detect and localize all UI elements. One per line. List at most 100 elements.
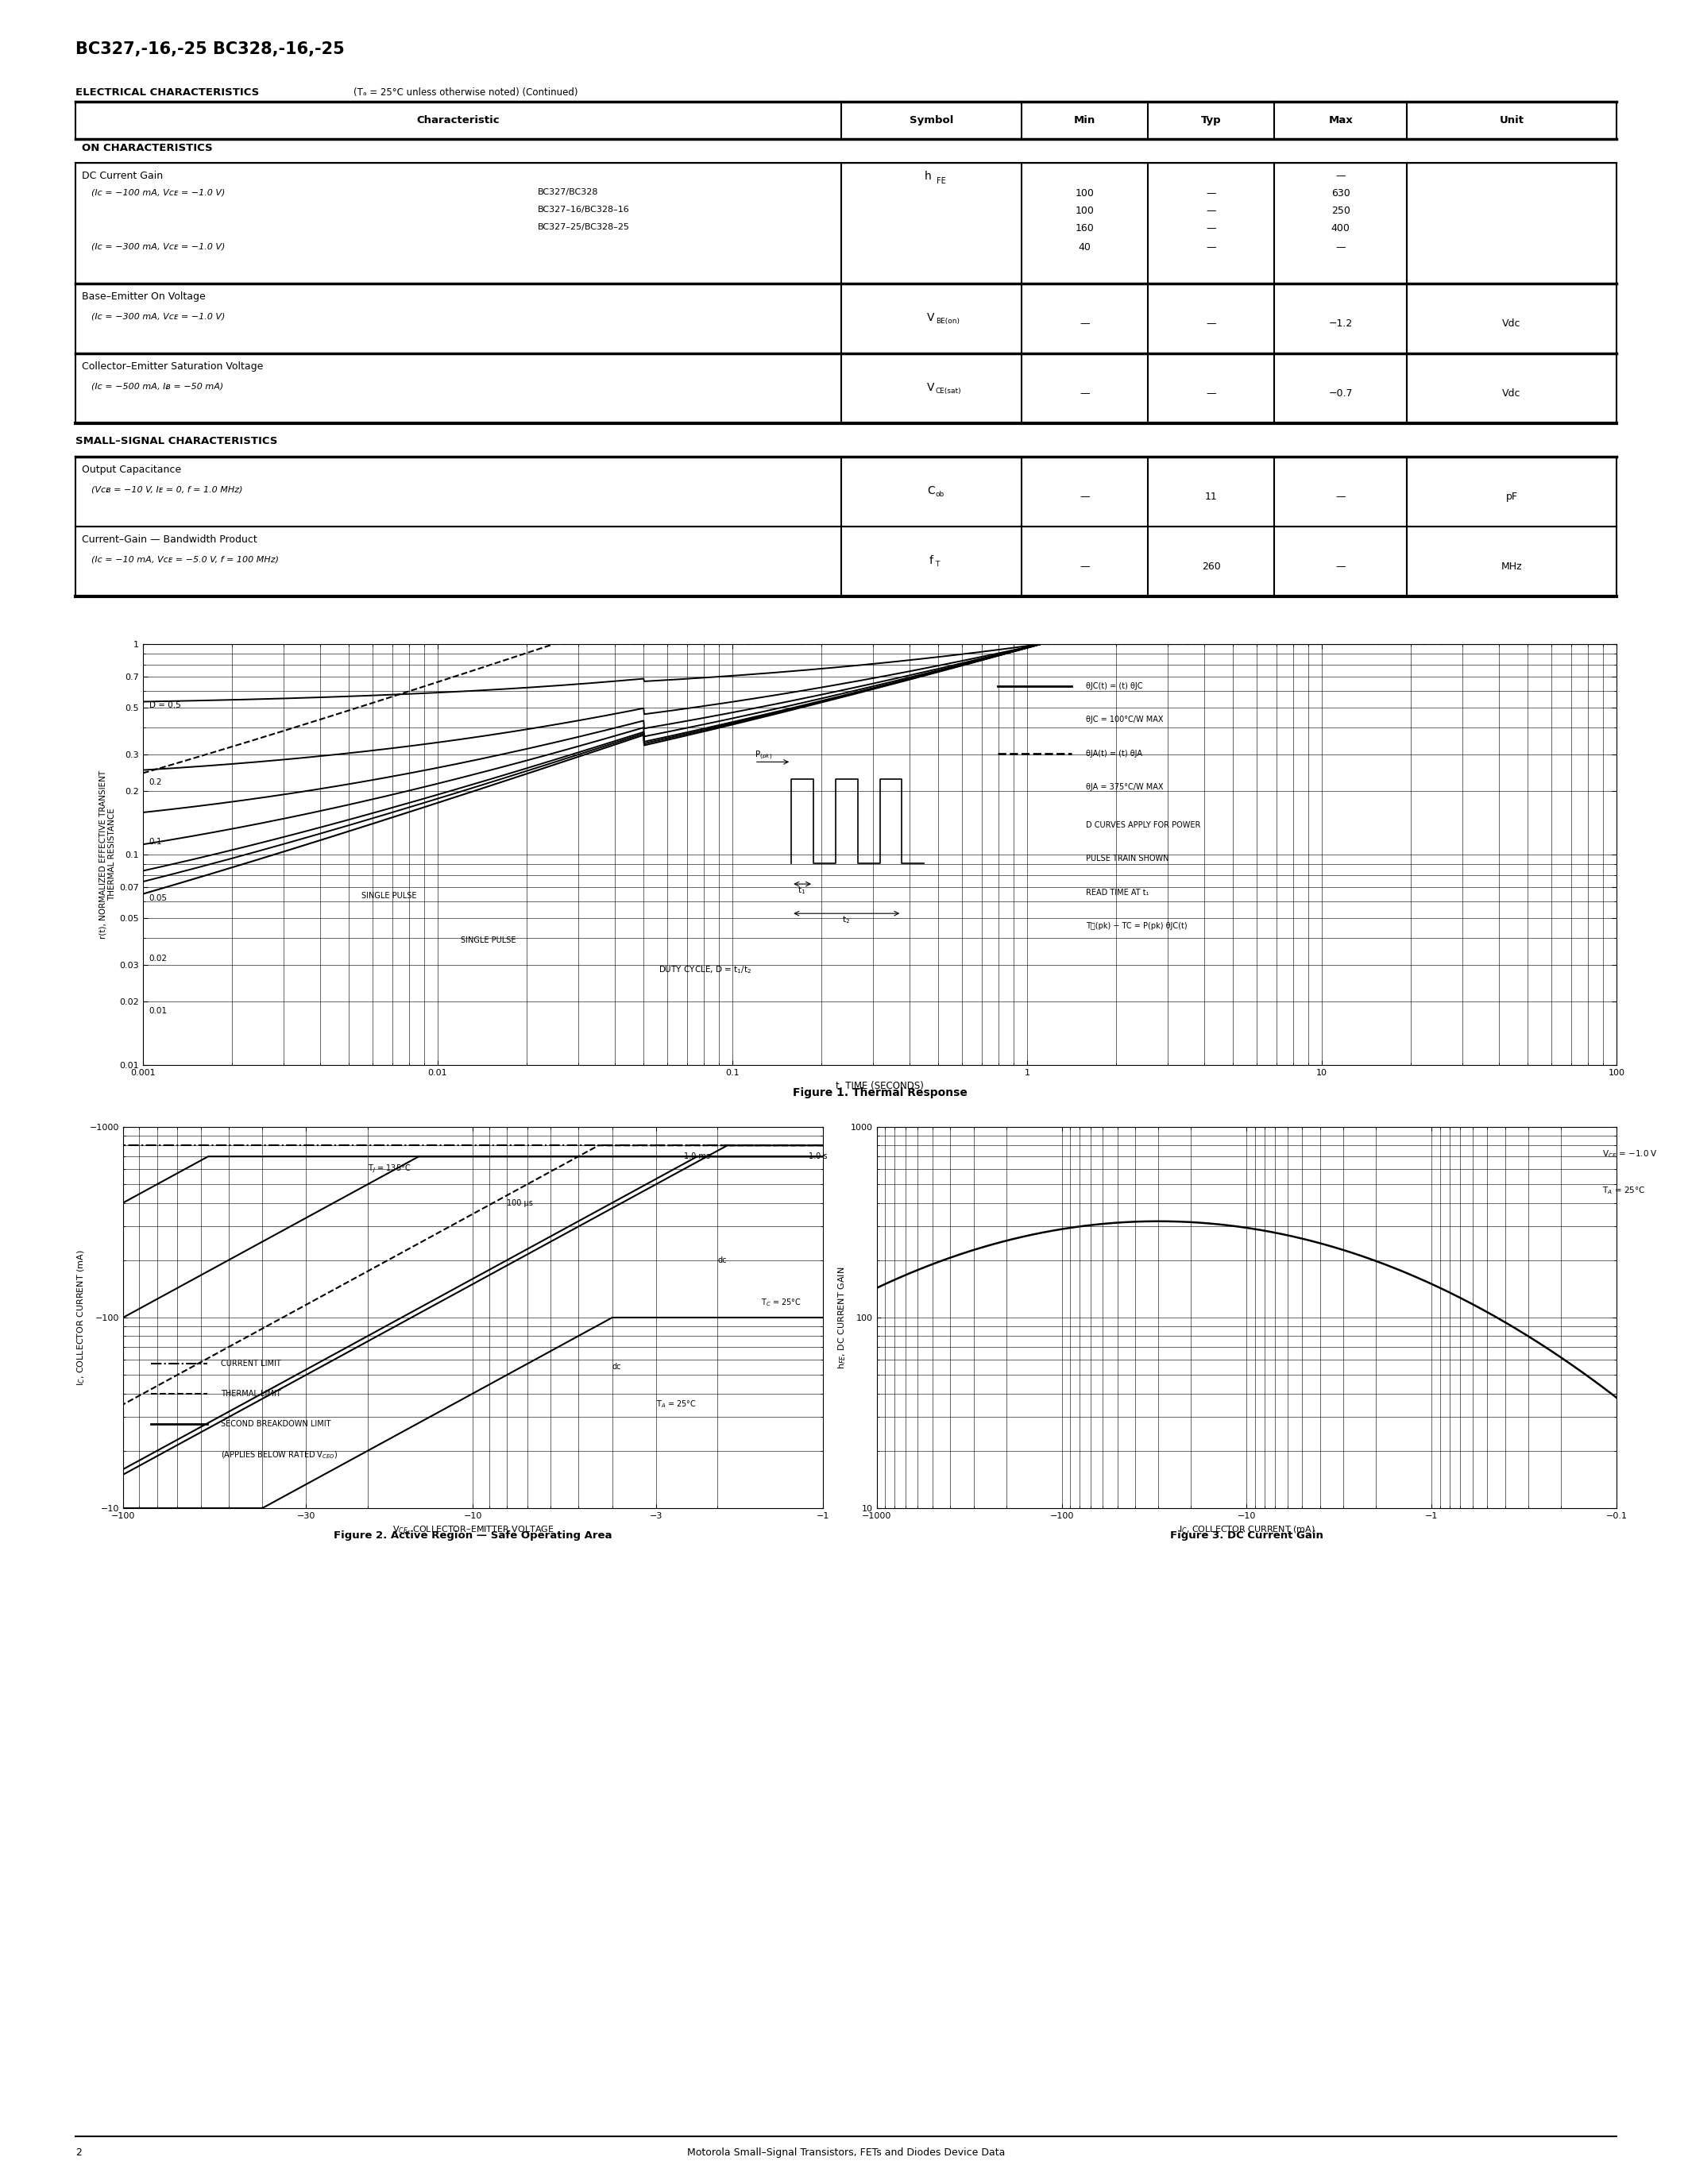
Text: SECOND BREAKDOWN LIMIT: SECOND BREAKDOWN LIMIT <box>221 1420 331 1428</box>
Text: —: — <box>1335 242 1345 253</box>
Text: θJC = 100°C/W MAX: θJC = 100°C/W MAX <box>1085 716 1163 723</box>
Text: SMALL–SIGNAL CHARACTERISTICS: SMALL–SIGNAL CHARACTERISTICS <box>76 437 277 446</box>
Text: —: — <box>1207 223 1215 234</box>
Text: Tⰼ(pk) − TC = P(pk) θJC(t): Tⰼ(pk) − TC = P(pk) θJC(t) <box>1085 922 1187 930</box>
Text: θJA(t) = (t) θJA: θJA(t) = (t) θJA <box>1085 749 1143 758</box>
Text: 11: 11 <box>1205 491 1217 502</box>
Text: BE(on): BE(on) <box>935 317 959 325</box>
Text: BC327–25/BC328–25: BC327–25/BC328–25 <box>538 223 630 232</box>
Text: —: — <box>1080 389 1090 400</box>
Text: 2: 2 <box>76 2147 81 2158</box>
Text: CURRENT LIMIT: CURRENT LIMIT <box>221 1358 282 1367</box>
Text: 1.0 s: 1.0 s <box>809 1153 827 1160</box>
Text: Motorola Small–Signal Transistors, FETs and Diodes Device Data: Motorola Small–Signal Transistors, FETs … <box>687 2147 1004 2158</box>
Text: Figure 2. Active Region — Safe Operating Area: Figure 2. Active Region — Safe Operating… <box>334 1531 613 1540</box>
Text: (Iᴄ = −500 mA, Iᴃ = −50 mA): (Iᴄ = −500 mA, Iᴃ = −50 mA) <box>91 382 223 391</box>
Text: T$_J$ = 135°C: T$_J$ = 135°C <box>368 1164 410 1175</box>
X-axis label: I$_C$, COLLECTOR CURRENT (mA): I$_C$, COLLECTOR CURRENT (mA) <box>1178 1524 1315 1535</box>
Text: SINGLE PULSE: SINGLE PULSE <box>461 937 517 943</box>
Text: —: — <box>1207 319 1215 330</box>
Text: 0.01: 0.01 <box>149 1007 167 1016</box>
Text: dc: dc <box>613 1363 621 1372</box>
Text: P$_{(pk)}$: P$_{(pk)}$ <box>755 749 771 762</box>
Text: −1.2: −1.2 <box>1328 319 1352 330</box>
Text: (Iᴄ = −300 mA, Vᴄᴇ = −1.0 V): (Iᴄ = −300 mA, Vᴄᴇ = −1.0 V) <box>91 242 225 251</box>
Text: 250: 250 <box>1332 205 1350 216</box>
Text: 40: 40 <box>1079 242 1090 253</box>
Text: —: — <box>1080 561 1090 572</box>
Y-axis label: I$_C$, COLLECTOR CURRENT (mA): I$_C$, COLLECTOR CURRENT (mA) <box>76 1249 86 1387</box>
Text: —: — <box>1335 561 1345 572</box>
Text: DUTY CYCLE, D = t$_1$/t$_2$: DUTY CYCLE, D = t$_1$/t$_2$ <box>658 965 751 976</box>
Text: PULSE TRAIN SHOWN: PULSE TRAIN SHOWN <box>1085 854 1170 863</box>
Text: —: — <box>1335 170 1345 181</box>
Text: Max: Max <box>1328 116 1352 124</box>
Text: 100 μs: 100 μs <box>506 1199 533 1208</box>
Text: D = 0.5: D = 0.5 <box>149 701 181 710</box>
Text: 0.02: 0.02 <box>149 954 167 963</box>
Text: Current–Gain — Bandwidth Product: Current–Gain — Bandwidth Product <box>81 535 257 544</box>
Text: V: V <box>927 382 933 393</box>
Text: (Vᴄᴃ = −10 V, Iᴇ = 0, f = 1.0 MHz): (Vᴄᴃ = −10 V, Iᴇ = 0, f = 1.0 MHz) <box>91 485 243 494</box>
Text: 260: 260 <box>1202 561 1220 572</box>
Text: pF: pF <box>1506 491 1518 502</box>
Text: D CURVES APPLY FOR POWER: D CURVES APPLY FOR POWER <box>1085 821 1200 830</box>
Text: —: — <box>1335 491 1345 502</box>
Text: θJA = 375°C/W MAX: θJA = 375°C/W MAX <box>1085 784 1163 791</box>
Text: (Iᴄ = −10 mA, Vᴄᴇ = −5.0 V, f = 100 MHz): (Iᴄ = −10 mA, Vᴄᴇ = −5.0 V, f = 100 MHz) <box>91 555 279 563</box>
Text: f: f <box>928 555 933 566</box>
Text: Figure 1. Thermal Response: Figure 1. Thermal Response <box>792 1088 967 1099</box>
Text: 630: 630 <box>1332 188 1350 199</box>
Text: ob: ob <box>935 491 944 498</box>
Text: BC327,-16,-25 BC328,-16,-25: BC327,-16,-25 BC328,-16,-25 <box>76 41 344 57</box>
Text: T$_A$ = 25°C: T$_A$ = 25°C <box>1602 1186 1644 1197</box>
Text: THERMAL LIMIT: THERMAL LIMIT <box>221 1389 282 1398</box>
X-axis label: V$_{CE}$, COLLECTOR–EMITTER VOLTAGE: V$_{CE}$, COLLECTOR–EMITTER VOLTAGE <box>392 1524 554 1535</box>
Text: T$_A$ = 25°C: T$_A$ = 25°C <box>657 1400 697 1411</box>
Text: BC327–16/BC328–16: BC327–16/BC328–16 <box>538 205 630 214</box>
Text: Base–Emitter On Voltage: Base–Emitter On Voltage <box>81 290 206 301</box>
Text: C: C <box>927 485 935 496</box>
Text: MHz: MHz <box>1501 561 1523 572</box>
Text: —: — <box>1207 389 1215 400</box>
Text: Vdc: Vdc <box>1502 389 1521 400</box>
Text: (Tₐ = 25°C unless otherwise noted) (Continued): (Tₐ = 25°C unless otherwise noted) (Cont… <box>353 87 577 98</box>
Text: V: V <box>927 312 933 323</box>
Text: 0.1: 0.1 <box>149 839 162 845</box>
Text: —: — <box>1080 491 1090 502</box>
Text: READ TIME AT t₁: READ TIME AT t₁ <box>1085 889 1150 895</box>
Text: Min: Min <box>1074 116 1096 124</box>
Text: —: — <box>1207 242 1215 253</box>
Text: Figure 3. DC Current Gain: Figure 3. DC Current Gain <box>1170 1531 1323 1540</box>
Text: (Iᴄ = −100 mA, Vᴄᴇ = −1.0 V): (Iᴄ = −100 mA, Vᴄᴇ = −1.0 V) <box>91 188 225 197</box>
Text: t$_1$: t$_1$ <box>798 885 805 895</box>
Text: Symbol: Symbol <box>910 116 954 124</box>
Text: 1.0 ms: 1.0 ms <box>684 1153 711 1160</box>
Text: dc: dc <box>717 1256 726 1265</box>
Text: BC327/BC328: BC327/BC328 <box>538 188 599 197</box>
Text: Vdc: Vdc <box>1502 319 1521 330</box>
Text: ON CHARACTERISTICS: ON CHARACTERISTICS <box>81 142 213 153</box>
Text: DC Current Gain: DC Current Gain <box>81 170 164 181</box>
Text: Output Capacitance: Output Capacitance <box>81 465 181 474</box>
Text: t$_2$: t$_2$ <box>842 913 849 924</box>
Text: FE: FE <box>937 177 945 186</box>
Y-axis label: h$_{FE}$, DC CURRENT GAIN: h$_{FE}$, DC CURRENT GAIN <box>837 1267 847 1369</box>
Text: 400: 400 <box>1332 223 1350 234</box>
Text: 0.05: 0.05 <box>149 893 167 902</box>
Text: θJC(t) = (t) θJC: θJC(t) = (t) θJC <box>1085 681 1143 690</box>
Text: —: — <box>1080 319 1090 330</box>
Text: Unit: Unit <box>1499 116 1524 124</box>
Text: V$_{CE}$ = −1.0 V: V$_{CE}$ = −1.0 V <box>1602 1149 1658 1160</box>
Y-axis label: r(t), NORMALIZED EFFECTIVE TRANSIENT
THERMAL RESISTANCE: r(t), NORMALIZED EFFECTIVE TRANSIENT THE… <box>100 771 116 939</box>
X-axis label: t, TIME (SECONDS): t, TIME (SECONDS) <box>836 1081 923 1092</box>
Text: (Iᴄ = −300 mA, Vᴄᴇ = −1.0 V): (Iᴄ = −300 mA, Vᴄᴇ = −1.0 V) <box>91 312 225 321</box>
Text: Characteristic: Characteristic <box>417 116 500 124</box>
Text: T$_C$ = 25°C: T$_C$ = 25°C <box>761 1297 802 1308</box>
Text: 100: 100 <box>1075 188 1094 199</box>
Text: 160: 160 <box>1075 223 1094 234</box>
Text: h: h <box>923 170 932 181</box>
Text: ELECTRICAL CHARACTERISTICS: ELECTRICAL CHARACTERISTICS <box>76 87 260 98</box>
Text: (APPLIES BELOW RATED V$_{CEO}$): (APPLIES BELOW RATED V$_{CEO}$) <box>221 1450 338 1461</box>
Text: SINGLE PULSE: SINGLE PULSE <box>361 891 417 900</box>
